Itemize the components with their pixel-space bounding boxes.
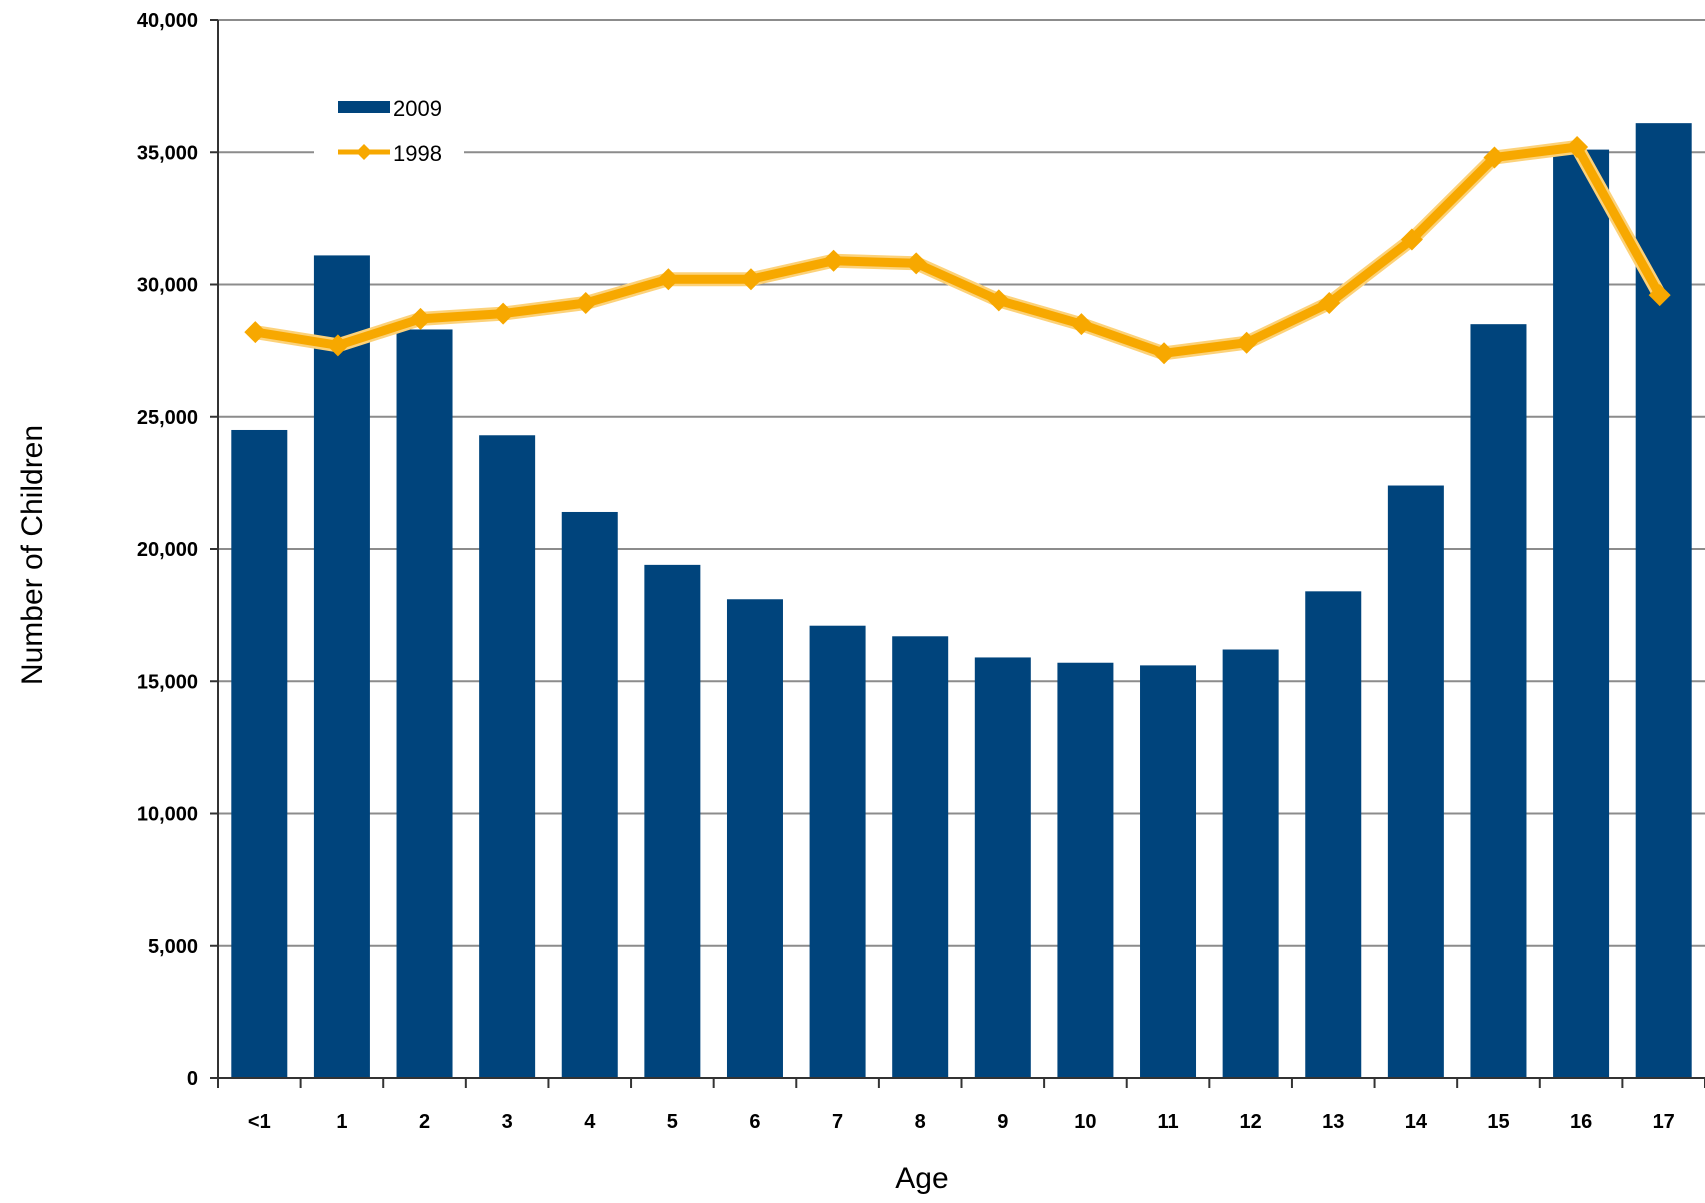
y-tick-label: 35,000 [137, 142, 198, 164]
bar-2009-6 [726, 599, 783, 1078]
point-1998-5 [657, 268, 680, 291]
x-tick-label: 14 [1405, 1111, 1428, 1133]
y-tick-labels: 0 5,000 10,000 15,000 20,000 25,000 30,000 35,0… [137, 10, 198, 1090]
bar-2009-16 [1553, 149, 1610, 1079]
bar-series-2009 [231, 123, 1692, 1079]
point-1998-2 [409, 307, 432, 330]
bar-2009-10 [1057, 662, 1114, 1078]
legend-label-1998: 1998 [393, 141, 442, 166]
x-tick-label: 16 [1570, 1111, 1592, 1133]
point-1998-1 [326, 334, 349, 357]
point-1998-11 [1153, 342, 1176, 365]
point-1998-10 [1070, 313, 1093, 336]
bar-2009-2 [396, 329, 453, 1079]
point-1998-13 [1318, 292, 1341, 315]
x-tick-label: 7 [832, 1111, 843, 1133]
y-axis-title: Number of Children [16, 425, 49, 685]
bar-2009-5 [644, 564, 701, 1078]
bar-2009-1 [313, 255, 370, 1078]
line-series-1998 [244, 135, 1671, 365]
point-1998-3 [492, 302, 515, 325]
x-tick-label: 3 [502, 1111, 513, 1133]
y-tick-label: 15,000 [137, 671, 198, 693]
line-1998-path [254, 142, 1664, 358]
legend: 2009 1998 [314, 92, 464, 172]
point-1998-7 [822, 249, 845, 272]
x-tick-label: 1 [336, 1111, 347, 1133]
point-1998-6 [739, 268, 762, 291]
line-1998-glow [254, 140, 1666, 361]
axes [210, 19, 1705, 1088]
x-tick-label: 5 [667, 1111, 678, 1133]
point-1998-0 [244, 321, 267, 344]
y-tick-label: 5,000 [148, 936, 198, 958]
y-tick-label: 25,000 [137, 407, 198, 429]
x-tick-label: 10 [1074, 1111, 1096, 1133]
x-tick-label: 12 [1240, 1111, 1262, 1133]
bar-2009-15 [1470, 324, 1527, 1078]
x-axis-title: Age [895, 1162, 948, 1195]
legend-label-2009: 2009 [393, 96, 442, 121]
y-tick-label: 40,000 [137, 10, 198, 32]
point-1998-17 [1648, 284, 1671, 307]
y-tick-label: 30,000 [137, 275, 198, 297]
bar-2009-12 [1222, 649, 1279, 1078]
point-1998-15 [1483, 146, 1506, 169]
y-tick-label: 20,000 [137, 539, 198, 561]
point-1998-14 [1400, 228, 1423, 251]
legend-swatch-1998-marker [356, 144, 372, 160]
bar-2009-11 [1140, 665, 1197, 1078]
bar-2009-8 [892, 636, 949, 1078]
bar-2009-3 [479, 435, 536, 1078]
x-tick-label: 8 [915, 1111, 926, 1133]
x-tick-label: 6 [749, 1111, 760, 1133]
x-tick-label: 13 [1322, 1111, 1344, 1133]
bar-2009-14 [1387, 485, 1444, 1078]
x-tick-label: 4 [584, 1111, 596, 1133]
point-1998-9 [987, 289, 1010, 312]
x-tick-label: 2 [419, 1111, 430, 1133]
legend-swatch-2009 [338, 101, 390, 113]
x-tick-label: 17 [1653, 1111, 1675, 1133]
point-1998-12 [1235, 331, 1258, 354]
bar-2009-9 [974, 657, 1031, 1078]
y-tick-label: 0 [187, 1068, 198, 1090]
bar-2009-13 [1305, 591, 1362, 1078]
bar-2009-4 [561, 511, 618, 1079]
x-tick-label: 15 [1487, 1111, 1509, 1133]
x-tick-label: 11 [1157, 1111, 1178, 1133]
bar-2009-0 [231, 429, 288, 1079]
x-tick-label: 9 [997, 1111, 1008, 1133]
point-1998-16 [1566, 135, 1589, 158]
point-1998-4 [574, 292, 597, 315]
bar-2009-7 [809, 625, 866, 1078]
y-tick-label: 10,000 [137, 804, 198, 826]
x-tick-labels: <1 1 2 3 4 5 6 7 8 9 10 11 12 13 14 15 16 17 [248, 1111, 1675, 1133]
point-1998-8 [905, 252, 928, 275]
x-tick-label: <1 [248, 1111, 271, 1133]
